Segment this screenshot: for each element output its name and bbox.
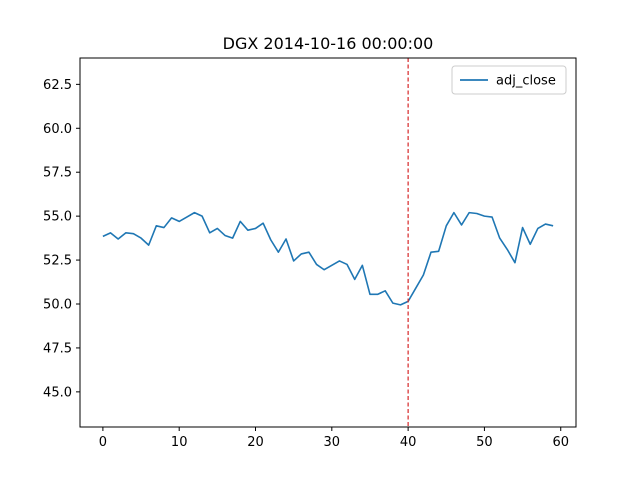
x-axis: 0 10 20 30 40 50 60 [99,427,569,450]
x-tick-label: 30 [324,435,341,450]
y-tick-label: 50.0 [43,298,72,313]
legend: adj_close [451,65,567,95]
y-tick-label: 55.0 [43,210,72,225]
plot-frame [79,57,577,428]
chart-title: DGX 2014-10-16 00:00:00 [223,34,434,53]
y-tick-label: 52.5 [43,254,72,269]
y-tick-label: 60.0 [43,122,72,137]
x-tick-label: 20 [247,435,264,450]
x-tick-label: 60 [552,435,569,450]
y-tick-label: 47.5 [43,341,72,356]
y-tick-label: 62.5 [43,78,72,93]
x-tick-label: 10 [171,435,188,450]
legend-label: adj_close [496,74,556,89]
y-tick-label: 57.5 [43,166,72,181]
legend-box [451,65,567,95]
x-tick-label: 40 [400,435,417,450]
plot-area [79,57,577,428]
x-tick-label: 0 [99,435,107,450]
y-axis: 45.0 47.5 50.0 52.5 55.0 57.5 60.0 62.5 [43,78,80,400]
series-line-adj_close [102,211,554,306]
x-tick-label: 50 [476,435,493,450]
y-tick-label: 45.0 [43,385,72,400]
